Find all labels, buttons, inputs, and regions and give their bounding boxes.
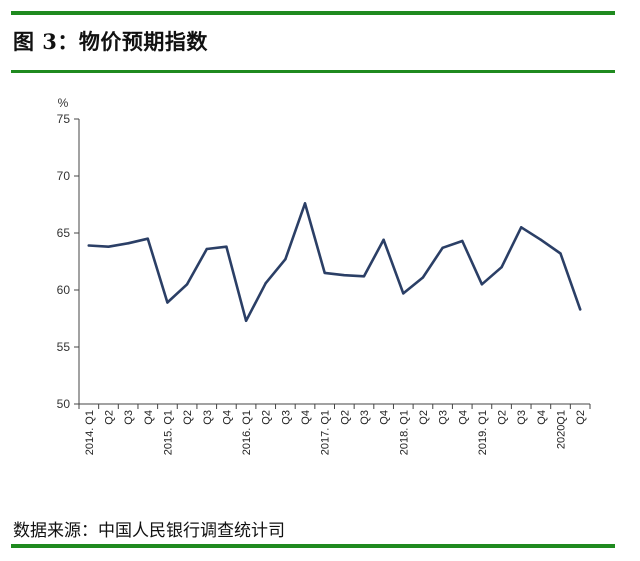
y-tick-label: 75 xyxy=(57,112,71,126)
data-point xyxy=(362,275,366,278)
data-point xyxy=(284,258,287,261)
data-point xyxy=(402,292,405,295)
data-point xyxy=(225,245,228,248)
data-point xyxy=(421,276,425,279)
x-tick-label: Q3 xyxy=(438,410,450,425)
bottom-rule xyxy=(11,544,615,548)
x-tick-label: Q3 xyxy=(280,410,292,425)
y-tick-label: 70 xyxy=(57,169,71,183)
x-tick-label: Q3 xyxy=(359,410,371,425)
x-tick-label: Q3 xyxy=(202,410,214,425)
x-tick-label: 2019. Q1 xyxy=(477,410,489,455)
figure-title: 图 3：物价预期指数 xyxy=(13,29,208,54)
data-point xyxy=(539,238,543,242)
x-tick-label: Q4 xyxy=(143,410,155,425)
x-tick-label: 2014. Q1 xyxy=(84,410,96,455)
x-tick-label: Q4 xyxy=(379,410,391,425)
y-axis-unit-label: % xyxy=(58,96,69,110)
line-chart: % 50 55 60 65 70 75 2014. Q1 Q2 Q3 Q4 2015. Q1 Q2 Q3 Q… xyxy=(57,96,591,455)
x-tick-label: 2017. Q1 xyxy=(320,410,332,455)
data-point xyxy=(264,281,267,285)
data-point xyxy=(244,319,248,322)
x-tick-label: Q3 xyxy=(123,410,135,425)
data-point xyxy=(441,246,444,250)
y-tick-label: 50 xyxy=(57,397,71,411)
data-point xyxy=(126,242,130,245)
data-point xyxy=(185,283,189,286)
x-tick-label: Q3 xyxy=(516,410,528,425)
x-tick-label: Q2 xyxy=(418,410,430,425)
data-point xyxy=(559,252,562,255)
data-point xyxy=(382,238,385,242)
data-point xyxy=(500,266,503,269)
source-note: 数据来源：中国人民银行调查统计司 xyxy=(13,521,285,541)
x-tick-label: Q2 xyxy=(182,410,194,425)
data-point xyxy=(480,283,484,286)
data-point xyxy=(303,202,307,205)
y-tick-label: 55 xyxy=(57,340,71,354)
x-tick-label: Q2 xyxy=(261,410,273,425)
title-rule xyxy=(11,70,615,73)
data-point xyxy=(146,237,149,240)
y-tick-label: 65 xyxy=(57,226,71,240)
x-tick-label: Q4 xyxy=(300,410,312,425)
y-tick-label: 60 xyxy=(57,283,71,297)
x-tick-label: Q4 xyxy=(221,410,233,425)
x-tick-label: Q2 xyxy=(339,410,351,425)
x-tick-label: Q4 xyxy=(536,410,548,425)
data-point xyxy=(343,273,346,277)
data-point xyxy=(578,308,582,311)
data-point xyxy=(205,247,208,251)
data-point xyxy=(87,244,91,247)
x-tick-label: 2016. Q1 xyxy=(241,410,253,455)
top-rule xyxy=(11,11,615,15)
x-tick-label: 2015. Q1 xyxy=(162,410,174,455)
data-point xyxy=(461,239,464,243)
x-tick-label: Q2 xyxy=(103,410,115,425)
data-point xyxy=(107,245,110,248)
data-point xyxy=(520,226,523,229)
x-tick-label: 2020Q1 xyxy=(556,410,568,449)
series-line xyxy=(87,202,582,323)
x-tick-label: Q2 xyxy=(575,410,587,425)
x-tick-label: 2018. Q1 xyxy=(398,410,410,455)
x-tick-label: Q2 xyxy=(497,410,509,425)
x-tick-label: Q4 xyxy=(457,410,469,425)
data-point xyxy=(323,271,326,275)
data-point xyxy=(166,301,169,304)
